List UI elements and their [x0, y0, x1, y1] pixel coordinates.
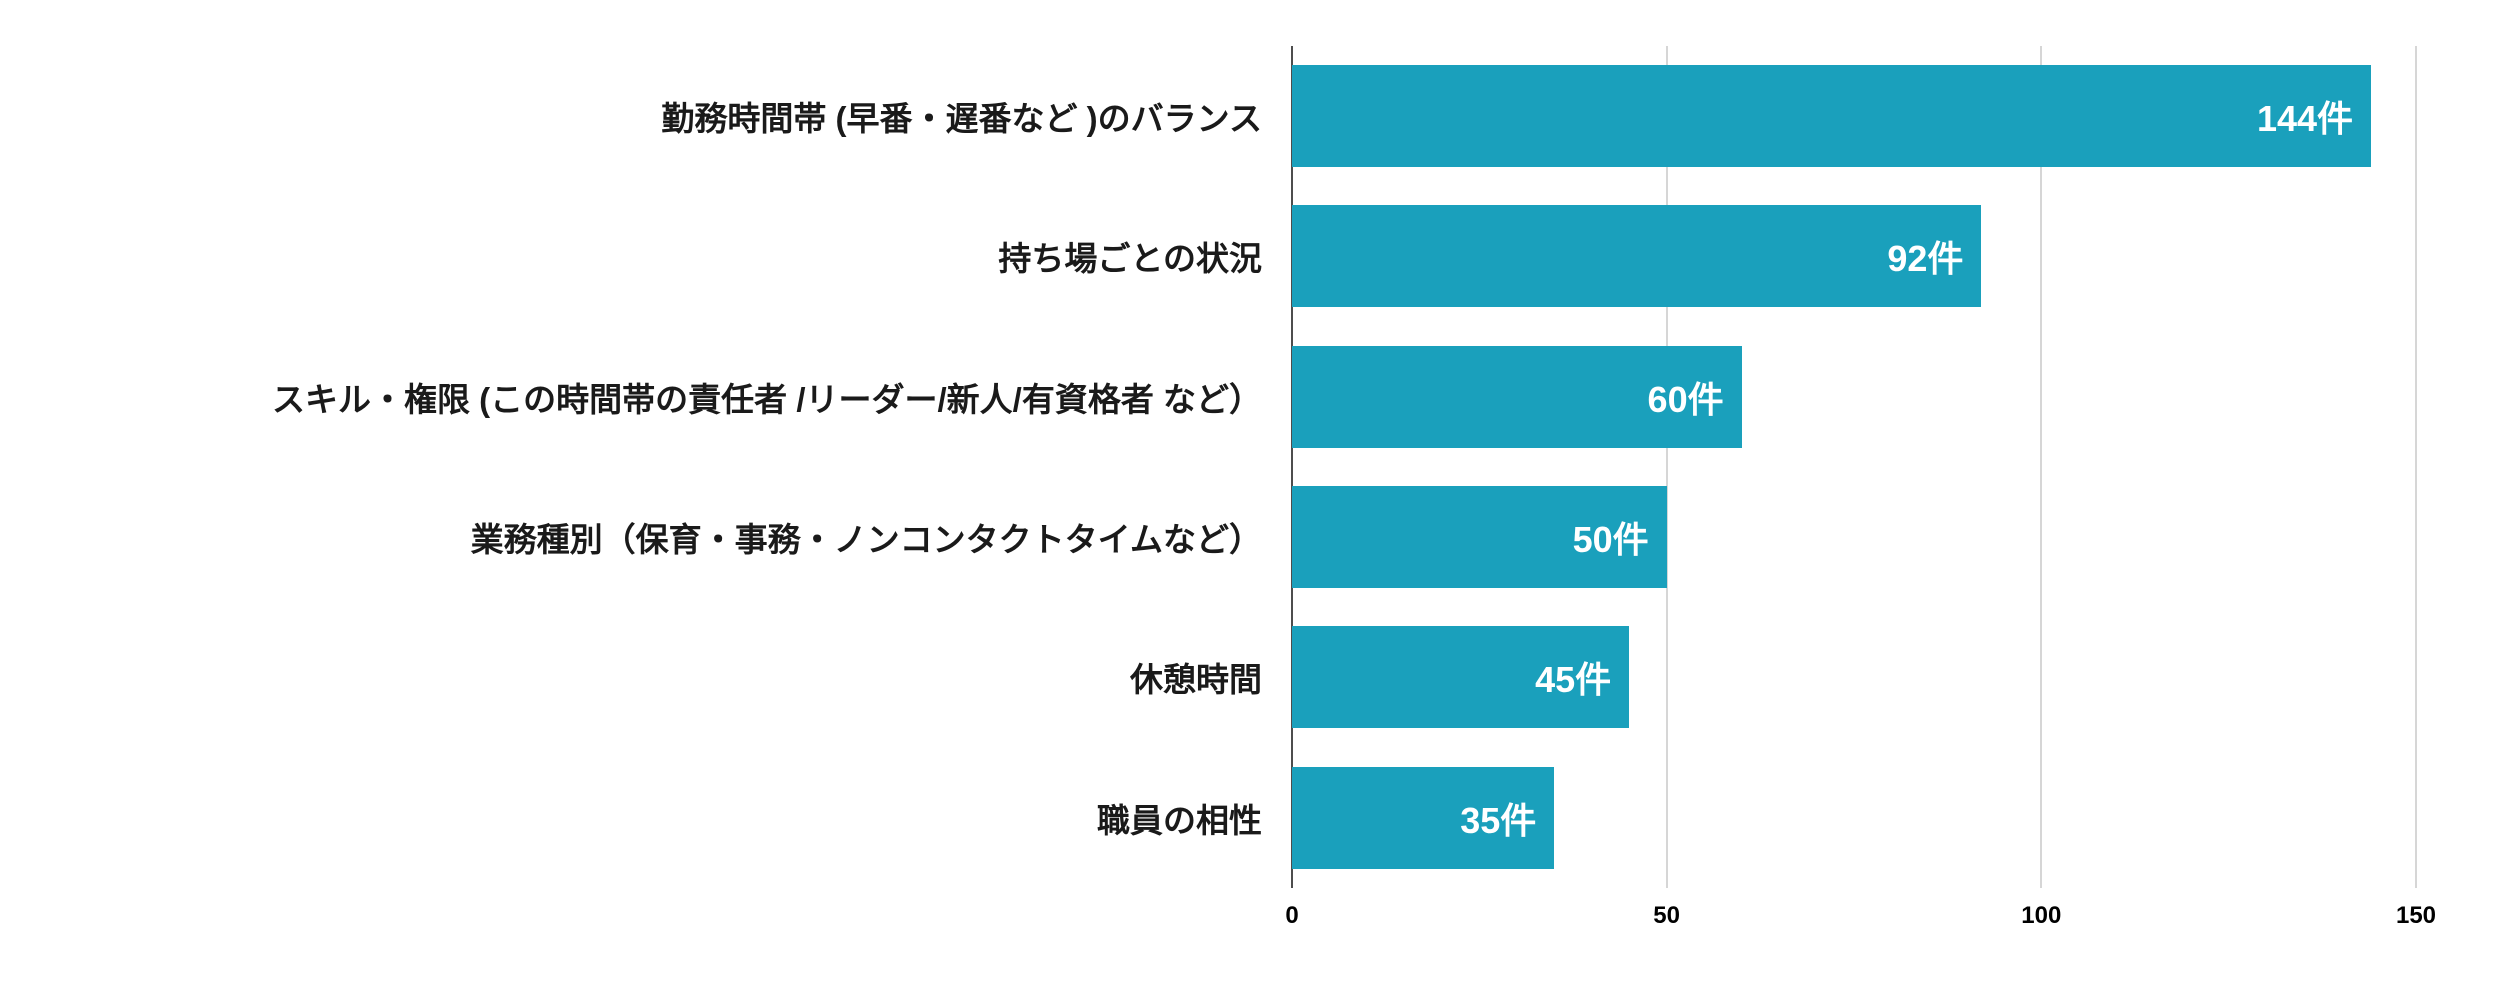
bar-track: 45件	[1292, 626, 2416, 729]
bar[interactable]: 60件	[1292, 345, 1742, 448]
y-axis-line	[1291, 46, 1293, 888]
bar[interactable]: 45件	[1292, 626, 1630, 729]
data-label: 35件	[1460, 799, 1537, 841]
bar[interactable]: 50件	[1292, 486, 1667, 589]
chart-row: 持ち場ごとの状況 92件	[0, 186, 2500, 326]
x-tick-label: 150	[2395, 902, 2437, 929]
bar-track: 60件	[1292, 345, 2416, 448]
gridline	[2040, 46, 2043, 888]
data-label: 50件	[1572, 519, 1649, 561]
bar[interactable]: 144件	[1292, 65, 2372, 168]
bar[interactable]: 92件	[1292, 205, 1982, 308]
chart-rows: 勤務時間帯 (早番・遅番など )のバランス 144件持ち場ごとの状況 92件スキル・…	[0, 46, 2500, 888]
x-tick-label: 0	[1285, 902, 1299, 929]
bar-track: 50件	[1292, 486, 2416, 589]
data-label: 45件	[1535, 659, 1612, 701]
x-tick-label: 50	[1653, 902, 1681, 929]
chart-row: 勤務時間帯 (早番・遅番など )のバランス 144件	[0, 46, 2500, 186]
data-label: 144件	[2256, 98, 2354, 140]
chart-row: 職員の相性 35件	[0, 748, 2500, 888]
category-label: 職員の相性	[1097, 801, 1262, 839]
bar[interactable]: 35件	[1292, 766, 1555, 869]
category-label: 業務種別（保育・事務・ノンコンタクトタイムなど）	[470, 521, 1262, 559]
category-label: 休憩時間	[1130, 661, 1262, 699]
gridline	[2415, 46, 2417, 888]
category-label: スキル・権限 (この時間帯の責任者 /リーダー/新人/有資格者 など）	[272, 380, 1262, 418]
category-label: 勤務時間帯 (早番・遅番など )のバランス	[661, 100, 1262, 138]
category-label: 持ち場ごとの状況	[998, 240, 1262, 278]
gridline	[1665, 46, 1668, 888]
chart-row: スキル・権限 (この時間帯の責任者 /リーダー/新人/有資格者 など） 60件	[0, 327, 2500, 467]
data-label: 92件	[1887, 238, 1964, 280]
x-tick-label: 100	[2021, 902, 2062, 929]
plot-area: 0 50 100 150	[1285, 46, 2436, 929]
bar-track: 92件	[1292, 205, 2416, 308]
bar-track: 144件	[1292, 65, 2416, 168]
chart-row: 業務種別（保育・事務・ノンコンタクトタイムなど） 50件	[0, 467, 2500, 607]
data-label: 60件	[1647, 378, 1724, 420]
chart-row: 休憩時間 45件	[0, 607, 2500, 747]
bar-track: 35件	[1292, 766, 2416, 869]
